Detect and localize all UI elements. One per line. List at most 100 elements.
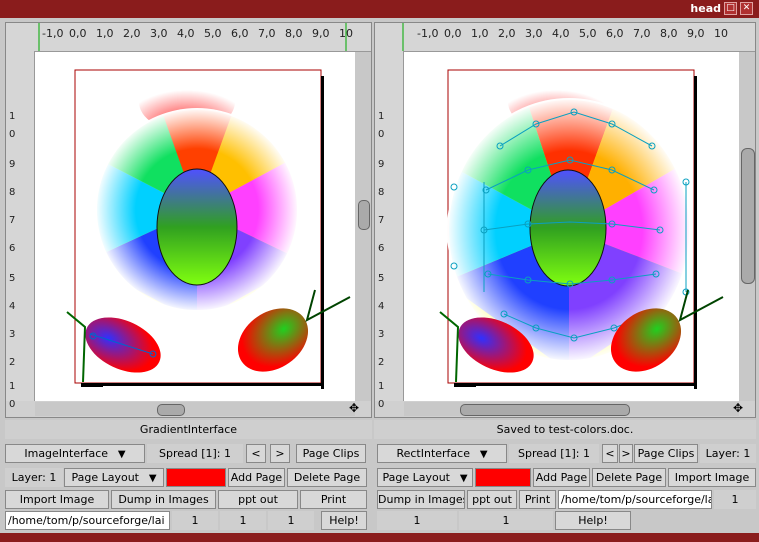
right-spread-label: Spread [1]: 1 [509, 444, 599, 463]
ruler-label: 1 [9, 381, 16, 392]
ruler-label: 5,0 [579, 27, 597, 40]
ruler-label: 10 [714, 27, 728, 40]
right-path-field[interactable]: /home/tom/p/sourceforge/lai [558, 490, 712, 509]
right-number-1[interactable]: 1 [714, 490, 756, 509]
ruler-label: 4 [378, 301, 385, 312]
right-page-layout-select[interactable]: Page Layout ▼ [377, 468, 473, 487]
window-title-bar[interactable]: head □ ✕ [0, 0, 759, 18]
dropdown-arrow-icon: ▼ [142, 473, 157, 484]
left-viewport[interactable]: -1,0 0,0 1,0 2,0 3,0 4,0 5,0 6,0 7,0 8,0… [5, 22, 372, 418]
right-add-page-button[interactable]: Add Page [533, 468, 590, 487]
left-dump-images-button[interactable]: Dump in Images [111, 490, 216, 509]
ruler-label: 6,0 [231, 27, 249, 40]
close-icon[interactable]: ✕ [740, 2, 753, 15]
ruler-label: 9 [9, 159, 16, 170]
ruler-label: 8,0 [660, 27, 678, 40]
left-number-1[interactable]: 1 [172, 511, 218, 530]
right-dump-images-button[interactable]: Dump in Images [377, 490, 465, 509]
ruler-label: 2,0 [498, 27, 516, 40]
move-handle-icon[interactable]: ✥ [732, 401, 743, 415]
right-canvas[interactable] [404, 52, 740, 401]
right-vertical-scrollbar[interactable] [739, 52, 755, 401]
ruler-label: 9 [378, 159, 385, 170]
left-canvas[interactable] [35, 52, 355, 401]
left-number-3[interactable]: 1 [268, 511, 314, 530]
scroll-thumb[interactable] [460, 404, 630, 416]
left-layer-label: Layer: 1 [5, 468, 63, 487]
left-print-button[interactable]: Print [300, 490, 367, 509]
left-prev-spread-button[interactable]: < [246, 444, 266, 463]
left-ppt-out-button[interactable]: ppt out [218, 490, 298, 509]
ruler-label: 4,0 [552, 27, 570, 40]
select-value: Page Layout [382, 471, 450, 484]
ruler-label: 10 [339, 27, 353, 40]
dropdown-arrow-icon: ▼ [111, 449, 126, 460]
left-spread-label: Spread [1]: 1 [147, 444, 243, 463]
ruler-label: 2 [378, 357, 385, 368]
ruler-label: 0,0 [444, 27, 462, 40]
scroll-thumb[interactable] [157, 404, 185, 416]
right-page-clips-button[interactable]: Page Clips [634, 444, 698, 463]
ruler-label: 1,0 [471, 27, 489, 40]
right-ppt-out-button[interactable]: ppt out [467, 490, 517, 509]
right-prev-spread-button[interactable]: < [602, 444, 618, 463]
ruler-label: 3,0 [150, 27, 168, 40]
right-help-button[interactable]: Help! [555, 511, 631, 530]
ruler-label: 9,0 [687, 27, 705, 40]
left-vertical-scrollbar[interactable] [355, 52, 371, 401]
left-help-button[interactable]: Help! [321, 511, 367, 530]
ruler-label: 6,0 [606, 27, 624, 40]
select-value: RectInterface [396, 447, 470, 460]
right-print-button[interactable]: Print [519, 490, 556, 509]
left-page-clips-button[interactable]: Page Clips [296, 444, 366, 463]
ruler-label: 0 [9, 399, 16, 410]
ruler-label: 6 [9, 243, 16, 254]
right-color-swatch[interactable] [475, 468, 531, 487]
left-path-field[interactable]: /home/tom/p/sourceforge/lai [5, 511, 170, 530]
right-number-3[interactable]: 1 [459, 511, 553, 530]
left-interface-select[interactable]: ImageInterface ▼ [5, 444, 145, 463]
right-interface-select[interactable]: RectInterface ▼ [377, 444, 507, 463]
window-bottom-border [0, 533, 759, 542]
ruler-label: 1 [378, 381, 385, 392]
minimize-icon[interactable]: □ [724, 2, 737, 15]
right-delete-page-button[interactable]: Delete Page [592, 468, 666, 487]
right-layer-label: Layer: 1 [700, 444, 756, 463]
dropdown-arrow-icon: ▼ [453, 473, 468, 484]
ruler-label: 3 [378, 329, 385, 340]
ruler-label: 5 [378, 273, 385, 284]
left-top-ruler[interactable]: -1,0 0,0 1,0 2,0 3,0 4,0 5,0 6,0 7,0 8,0… [6, 23, 371, 52]
ruler-label: 9,0 [312, 27, 330, 40]
left-delete-page-button[interactable]: Delete Page [287, 468, 367, 487]
window-title: head [690, 2, 721, 15]
right-viewport[interactable]: -1,0 0,0 1,0 2,0 3,0 4,0 5,0 6,0 7,0 8,0… [374, 22, 756, 418]
ruler-label: -1,0 [42, 27, 64, 40]
left-import-image-button[interactable]: Import Image [5, 490, 109, 509]
left-next-spread-button[interactable]: > [270, 444, 290, 463]
right-horizontal-scrollbar[interactable]: ✥ [404, 401, 743, 416]
left-horizontal-scrollbar[interactable]: ✥ [35, 401, 359, 416]
ruler-label: 5 [9, 273, 16, 284]
ruler-label: 0 [9, 129, 16, 140]
left-color-swatch[interactable] [166, 468, 226, 487]
right-import-image-button[interactable]: Import Image [668, 468, 756, 487]
right-side-ruler[interactable]: 1 0 9 8 7 6 5 4 3 2 1 0 [375, 51, 404, 410]
ruler-label: 1 [9, 111, 16, 122]
ruler-label: 7,0 [633, 27, 651, 40]
right-number-2[interactable]: 1 [377, 511, 457, 530]
left-add-page-button[interactable]: Add Page [228, 468, 285, 487]
right-top-ruler[interactable]: -1,0 0,0 1,0 2,0 3,0 4,0 5,0 6,0 7,0 8,0… [375, 23, 755, 52]
scroll-thumb[interactable] [741, 148, 755, 284]
left-side-ruler[interactable]: 1 0 9 8 7 6 5 4 3 2 1 0 [6, 51, 35, 410]
left-status-text: GradientInterface [5, 420, 372, 439]
ruler-label: 0,0 [69, 27, 87, 40]
left-page-layout-select[interactable]: Page Layout ▼ [64, 468, 164, 487]
ruler-label: 0 [378, 129, 385, 140]
select-value: Page Layout [71, 471, 139, 484]
scroll-thumb[interactable] [358, 200, 370, 230]
right-next-spread-button[interactable]: > [619, 444, 633, 463]
ruler-label: 7 [9, 215, 16, 226]
move-handle-icon[interactable]: ✥ [348, 401, 359, 415]
left-number-2[interactable]: 1 [220, 511, 266, 530]
ruler-label: 3,0 [525, 27, 543, 40]
